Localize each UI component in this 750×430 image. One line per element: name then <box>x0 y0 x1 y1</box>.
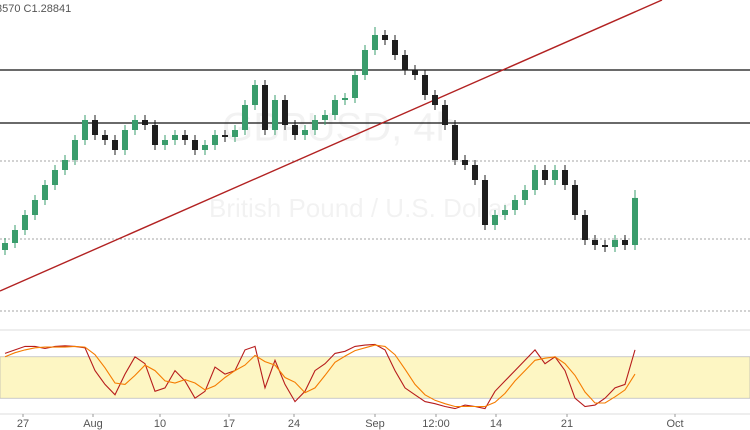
candle-body <box>32 200 38 215</box>
candle-body <box>382 35 388 40</box>
candle-body <box>342 98 348 100</box>
candle-body <box>462 160 468 165</box>
candle-body <box>142 120 148 125</box>
candle-body <box>12 230 18 243</box>
candle-body <box>512 200 518 210</box>
candle-body <box>402 55 408 70</box>
header: 3570 C1.28841 <box>0 3 71 15</box>
watermark-subtitle: British Pound / U.S. Dollar <box>209 193 511 223</box>
candle-body <box>482 180 488 225</box>
candle-body <box>392 40 398 55</box>
candle-body <box>472 165 478 180</box>
candle-body <box>592 240 598 245</box>
candle-body <box>452 125 458 160</box>
candle-body <box>22 215 28 230</box>
x-tick-label: 12:00 <box>422 418 450 430</box>
candle-body <box>422 75 428 95</box>
x-tick-label: Sep <box>365 418 385 430</box>
candle-body <box>442 105 448 125</box>
candle-body <box>312 120 318 130</box>
candle-body <box>202 145 208 150</box>
candle-body <box>502 210 508 215</box>
candle-body <box>212 135 218 145</box>
candle-body <box>102 135 108 140</box>
candle-body <box>612 240 618 247</box>
candle-body <box>152 125 158 145</box>
candle-body <box>72 140 78 160</box>
candle-body <box>532 170 538 190</box>
candle-body <box>362 50 368 75</box>
candle-body <box>92 120 98 135</box>
candle-body <box>182 135 188 140</box>
candle-body <box>132 120 138 130</box>
candle-body <box>632 197 638 245</box>
candle-body <box>122 130 128 150</box>
candle-body <box>352 75 358 98</box>
trendline <box>0 0 663 292</box>
candle-body <box>582 215 588 240</box>
candle-body <box>292 125 298 135</box>
candle-body <box>522 190 528 200</box>
candle-body <box>602 245 608 247</box>
candle-body <box>242 105 248 130</box>
candle-body <box>572 185 578 215</box>
x-tick-label: Aug <box>83 418 103 430</box>
candle-body <box>262 85 268 130</box>
candle-body <box>562 170 568 185</box>
candle-body <box>62 160 68 170</box>
x-tick-label: 21 <box>561 418 573 430</box>
candle-body <box>412 70 418 75</box>
oscillator-band <box>0 356 750 399</box>
candle-body <box>492 215 498 225</box>
candle-body <box>222 135 228 137</box>
candle-body <box>172 135 178 140</box>
candle-body <box>322 115 328 120</box>
x-tick-label: Oct <box>666 418 683 430</box>
x-tick-label: 27 <box>17 418 29 430</box>
candle-body <box>622 240 628 245</box>
candle-body <box>52 170 58 185</box>
candle-body <box>82 120 88 140</box>
x-tick-label: 14 <box>490 418 502 430</box>
candle-body <box>162 140 168 145</box>
candle-body <box>372 35 378 50</box>
candle-body <box>332 100 338 115</box>
oscillator-line <box>4 343 636 410</box>
candle-body <box>252 85 258 105</box>
candle-body <box>302 130 308 135</box>
candle-body <box>192 140 198 150</box>
watermark-title: GBPUSD, 4h <box>222 106 458 150</box>
oscillator-line <box>4 344 636 408</box>
candle-body <box>232 130 238 137</box>
candle-body <box>2 243 8 250</box>
candle-body <box>112 140 118 150</box>
candle-body <box>272 100 278 130</box>
candle-body <box>552 170 558 180</box>
candle-body <box>42 185 48 200</box>
candle-body <box>542 170 548 180</box>
x-tick-label: 10 <box>154 418 166 430</box>
x-tick-label: 24 <box>288 418 300 430</box>
x-tick-label: 17 <box>223 418 235 430</box>
candle-body <box>282 100 288 125</box>
candle-body <box>432 95 438 105</box>
